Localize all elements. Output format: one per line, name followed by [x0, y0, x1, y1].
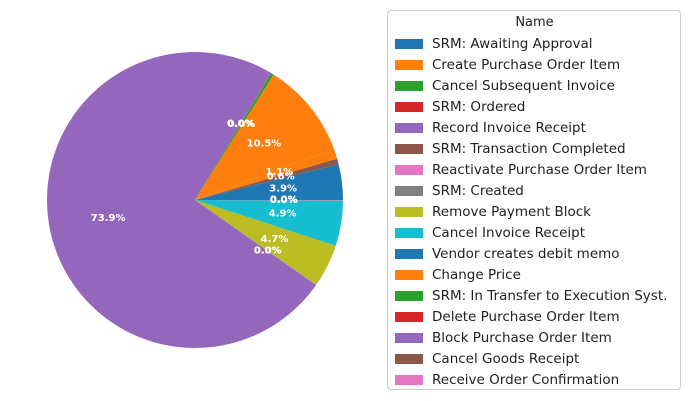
slice-percent-label: 10.5%	[247, 139, 282, 150]
slice-percent-label: 0.6%	[267, 171, 295, 182]
legend-label: Delete Purchase Order Item	[432, 308, 620, 325]
slice-percent-label: 0.0%	[254, 245, 282, 256]
legend-entry: Block Purchase Order Item	[395, 327, 674, 348]
legend-label: Block Purchase Order Item	[432, 329, 612, 346]
pie-slice	[195, 158, 339, 200]
slice-percent-label: 4.7%	[261, 234, 289, 245]
legend-swatch	[395, 122, 423, 133]
pie-slice	[195, 164, 343, 200]
legend-entry: Receive Order Confirmation	[395, 369, 674, 390]
legend-label: SRM: Transaction Completed	[432, 140, 626, 157]
legend-label: SRM: Created	[432, 182, 524, 199]
legend-title: Name	[515, 15, 554, 30]
pie-slice	[195, 200, 344, 201]
pie-slice	[195, 200, 317, 285]
legend-entry: Cancel Invoice Receipt	[395, 222, 674, 243]
legend-label: Cancel Subsequent Invoice	[432, 77, 615, 94]
legend-entry: Cancel Subsequent Invoice	[395, 75, 674, 96]
legend-swatch	[395, 332, 423, 343]
slice-percent-label: 0.0%	[270, 195, 298, 206]
legend-swatch	[395, 143, 423, 154]
legend-swatch	[395, 311, 423, 322]
legend-entries: SRM: Awaiting Approval Create Purchase Or…	[395, 33, 674, 390]
pie-slice	[195, 200, 344, 201]
pie-slice	[195, 200, 336, 285]
legend-label: SRM: Awaiting Approval	[432, 35, 593, 52]
legend: Name SRM: Awaiting Approval Create Purcha…	[387, 10, 681, 390]
legend-entry: SRM: Ordered	[395, 96, 674, 117]
legend-swatch	[395, 164, 423, 175]
pie-slice	[195, 73, 272, 200]
slice-percent-label: 3.9%	[269, 184, 297, 195]
slice-percent-label: 0.0%	[270, 195, 298, 206]
slice-percent-label: 0.0%	[228, 119, 256, 130]
pie-slice	[195, 74, 334, 200]
legend-swatch	[395, 290, 423, 301]
slice-percent-label: 0.0%	[270, 195, 298, 206]
legend-swatch	[395, 101, 423, 112]
pie-slice	[195, 200, 317, 286]
legend-entry: Create Purchase Order Item	[395, 54, 674, 75]
legend-entry: Delete Purchase Order Item	[395, 306, 674, 327]
legend-label: Cancel Goods Receipt	[432, 350, 580, 367]
pie-slice	[195, 200, 317, 285]
legend-label: SRM: Ordered	[432, 98, 526, 115]
legend-label: Cancel Invoice Receipt	[432, 224, 586, 241]
legend-entry: SRM: Awaiting Approval	[395, 33, 674, 54]
legend-swatch	[395, 185, 423, 196]
slice-percent-label: 0.0%	[254, 245, 282, 256]
legend-label: Record Invoice Receipt	[432, 119, 586, 136]
legend-swatch	[395, 206, 423, 217]
slice-percent-label: 73.9%	[91, 213, 126, 224]
slice-percent-label: 0.0%	[270, 195, 298, 206]
slice-percent-label: 0.0%	[254, 246, 282, 257]
pie-chart: 3.9%0.6%1.1%10.5%0.0%0.0%73.9%0.0%0.0%0.…	[46, 51, 344, 348]
pie-slices	[46, 51, 344, 348]
legend-entry: Vendor creates debit memo	[395, 243, 674, 264]
legend-entry: SRM: Created	[395, 180, 674, 201]
legend-label: Reactivate Purchase Order Item	[432, 161, 647, 178]
legend-entry: Remove Payment Block	[395, 201, 674, 222]
legend-label: Remove Payment Block	[432, 203, 591, 220]
legend-label: Create Purchase Order Item	[432, 56, 621, 73]
slice-percent-label: 0.0%	[270, 195, 298, 206]
legend-swatch	[395, 80, 423, 91]
legend-entry: Cancel Goods Receipt	[395, 348, 674, 369]
legend-swatch	[395, 38, 423, 49]
legend-entry: Change Price	[395, 264, 674, 285]
legend-entry: SRM: Transaction Completed	[395, 138, 674, 159]
legend-swatch	[395, 353, 423, 364]
legend-swatch	[395, 59, 423, 70]
legend-label: Vendor creates debit memo	[432, 245, 620, 262]
legend-swatch	[395, 269, 423, 280]
legend-entry: SRM: In Transfer to Execution Syst.	[395, 285, 674, 306]
legend-entry: Record Invoice Receipt	[395, 117, 674, 138]
legend-swatch	[395, 227, 423, 238]
pie-slice	[46, 51, 317, 348]
slice-percent-label: 0.0%	[227, 118, 255, 129]
legend-swatch	[395, 248, 423, 259]
legend-label: Receive Order Confirmation	[432, 371, 620, 388]
pie-slice	[195, 149, 338, 200]
pie-slice	[195, 200, 344, 201]
pie-slice	[195, 73, 274, 200]
legend-label: SRM: In Transfer to Execution Syst.	[432, 287, 668, 304]
slice-percent-label: 4.9%	[269, 209, 297, 220]
legend-label: Change Price	[432, 266, 521, 283]
legend-swatch	[395, 374, 423, 385]
pie-slice	[195, 200, 343, 246]
slice-percent-label: 1.1%	[266, 167, 294, 178]
legend-entry: Reactivate Purchase Order Item	[395, 159, 674, 180]
pie-percent-labels: 3.9%0.6%1.1%10.5%0.0%0.0%73.9%0.0%0.0%0.…	[91, 118, 298, 256]
